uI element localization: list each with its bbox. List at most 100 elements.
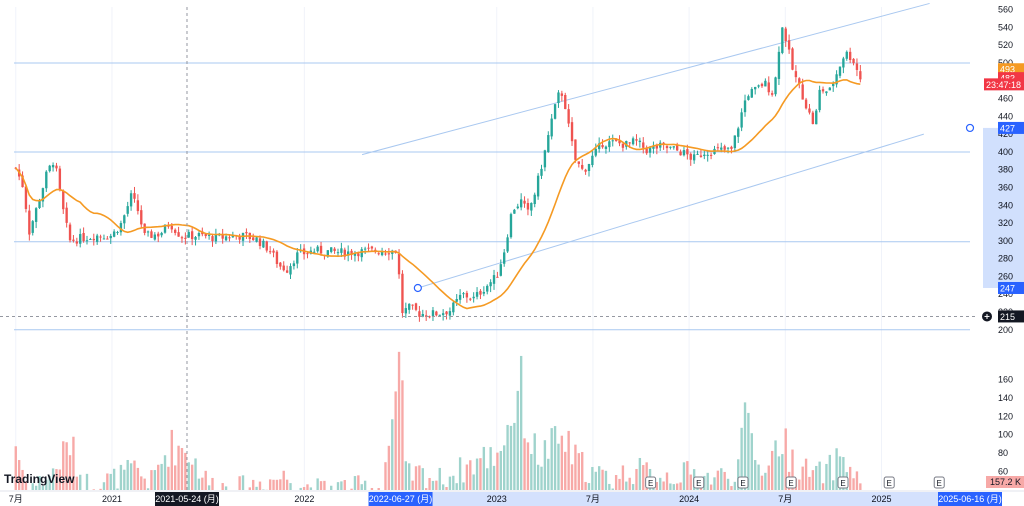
volume-bar <box>672 484 675 490</box>
volume-bar <box>818 461 821 490</box>
candle-body <box>594 148 597 156</box>
volume-bar <box>384 462 387 490</box>
volume-bar <box>353 476 357 490</box>
volume-bar <box>614 475 618 490</box>
volume-bar <box>604 470 608 490</box>
candle-body <box>58 168 62 190</box>
candle-body <box>798 78 801 84</box>
volume-bar <box>669 483 672 490</box>
candle-body <box>313 251 316 253</box>
candle-body <box>784 28 787 42</box>
price-label-box <box>984 78 1024 91</box>
candle-body <box>238 236 241 240</box>
candle-body <box>438 314 441 316</box>
volume-bar <box>859 483 862 490</box>
volume-bar <box>709 484 713 490</box>
candle-body <box>608 141 611 148</box>
crosshair-date-text: 2022-06-27 (月) <box>369 494 433 504</box>
volume-bar <box>581 451 584 490</box>
candle-body <box>221 235 224 239</box>
volume-bar <box>201 477 204 490</box>
crosshair-date-text: 2021-05-24 (月) <box>155 494 219 504</box>
candle-body <box>343 249 346 257</box>
volume-bar <box>79 474 82 490</box>
trend-channel <box>361 2 975 293</box>
candle-body <box>435 311 438 316</box>
volume-bar <box>686 461 689 490</box>
volume-bar <box>601 469 604 490</box>
volume-bar <box>682 462 686 490</box>
candle-body <box>574 139 577 160</box>
candle-body <box>465 292 469 298</box>
volume-bar <box>24 481 28 490</box>
candle-body <box>496 276 499 278</box>
candle-body <box>777 51 781 79</box>
candle-body <box>282 265 285 271</box>
price-label-text: 23:47:18 <box>986 80 1021 90</box>
candle-body <box>750 89 753 98</box>
volume-bar <box>252 479 255 490</box>
candle-body <box>252 237 255 241</box>
candle-body <box>112 231 116 237</box>
volume-bar <box>716 470 720 490</box>
candle-body <box>160 232 163 236</box>
volume-bar <box>808 476 811 490</box>
volume-bar <box>207 485 211 490</box>
volume-bar <box>350 488 353 490</box>
candle-body <box>716 147 720 149</box>
y-tick-label: 360 <box>998 183 1013 193</box>
candle-body <box>408 303 411 310</box>
volume-bar <box>770 450 774 490</box>
candle-body <box>832 83 835 87</box>
candle-body <box>353 252 357 256</box>
volume-bar <box>323 480 326 490</box>
volume-bar <box>316 478 319 490</box>
candle-body <box>469 298 472 300</box>
earnings-marker-box <box>837 476 849 489</box>
candle-body <box>536 175 540 197</box>
volume-bar <box>448 476 452 490</box>
candle-body <box>414 303 418 310</box>
volume-bar <box>41 485 45 490</box>
volume-bar <box>754 460 757 490</box>
volume-bar <box>387 445 391 490</box>
candle-body <box>550 118 553 137</box>
axis-range-highlight <box>983 127 1024 288</box>
volume-bar <box>289 483 292 490</box>
volume-bar <box>357 475 360 490</box>
volume-bar <box>730 486 733 490</box>
candle-body <box>153 234 157 240</box>
candle-body <box>604 146 608 149</box>
volume-bar <box>855 471 859 490</box>
volume-bar <box>414 466 418 490</box>
volume-bar <box>55 469 58 490</box>
volume-bar <box>255 486 258 490</box>
candle-body <box>547 135 550 153</box>
volume-bar <box>190 464 194 490</box>
candle-body <box>689 153 692 160</box>
candle-body <box>665 146 669 149</box>
candle-body <box>265 241 268 251</box>
candle-body <box>41 188 45 202</box>
candle-body <box>170 225 173 230</box>
y-tick-label: 380 <box>998 165 1013 175</box>
candle-body <box>455 299 458 302</box>
volume-bar <box>377 488 380 490</box>
volume-bar <box>119 464 123 490</box>
volume-bar <box>285 479 289 490</box>
volume-bar <box>146 488 150 490</box>
candle-body <box>116 232 119 234</box>
candle-body <box>204 233 207 237</box>
volume-bar <box>21 469 24 490</box>
volume-bar <box>655 482 659 490</box>
candle-body <box>75 241 79 244</box>
candle-body <box>540 168 543 176</box>
candle-body <box>28 210 31 235</box>
candle-body <box>45 171 48 189</box>
candle-body <box>228 237 231 239</box>
x-tick-label: 7月 <box>778 494 792 504</box>
candle-body <box>92 238 95 241</box>
crosshair-date-box <box>154 492 219 506</box>
volume-bar <box>513 422 516 490</box>
